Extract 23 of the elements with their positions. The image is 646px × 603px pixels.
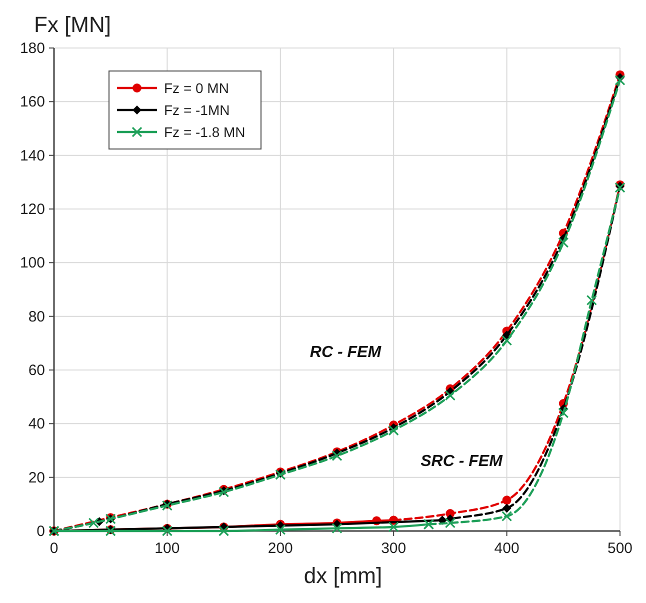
x-tick-label: 0 [50, 540, 58, 557]
y-tick-label: 160 [20, 94, 45, 111]
y-tick-label: 60 [28, 362, 45, 379]
annotation: RC - FEM [310, 344, 382, 362]
y-tick-label: 140 [20, 147, 45, 164]
y-tick-label: 180 [20, 40, 45, 57]
y-tick-label: 100 [20, 254, 45, 272]
annotation: SRC - FEM [420, 452, 504, 470]
y-axis-title: Fx [MN] [34, 12, 111, 37]
y-tick-label: 0 [36, 523, 45, 540]
y-tick-label: 20 [28, 469, 45, 486]
x-tick-label: 200 [268, 540, 293, 557]
legend-label: Fz = -1.8 MN [164, 124, 246, 140]
x-tick-label: 300 [381, 540, 406, 557]
x-tick-label: 100 [154, 540, 180, 557]
legend-label: Fz = 0 MN [164, 80, 229, 96]
y-tick-label: 120 [20, 201, 45, 218]
x-axis-title: dx [mm] [304, 563, 382, 588]
x-tick-label: 400 [494, 540, 520, 557]
x-tick-label: 500 [607, 540, 633, 557]
legend-label: Fz = -1MN [164, 102, 230, 118]
y-tick-label: 40 [28, 416, 45, 433]
y-tick-label: 80 [28, 308, 45, 326]
